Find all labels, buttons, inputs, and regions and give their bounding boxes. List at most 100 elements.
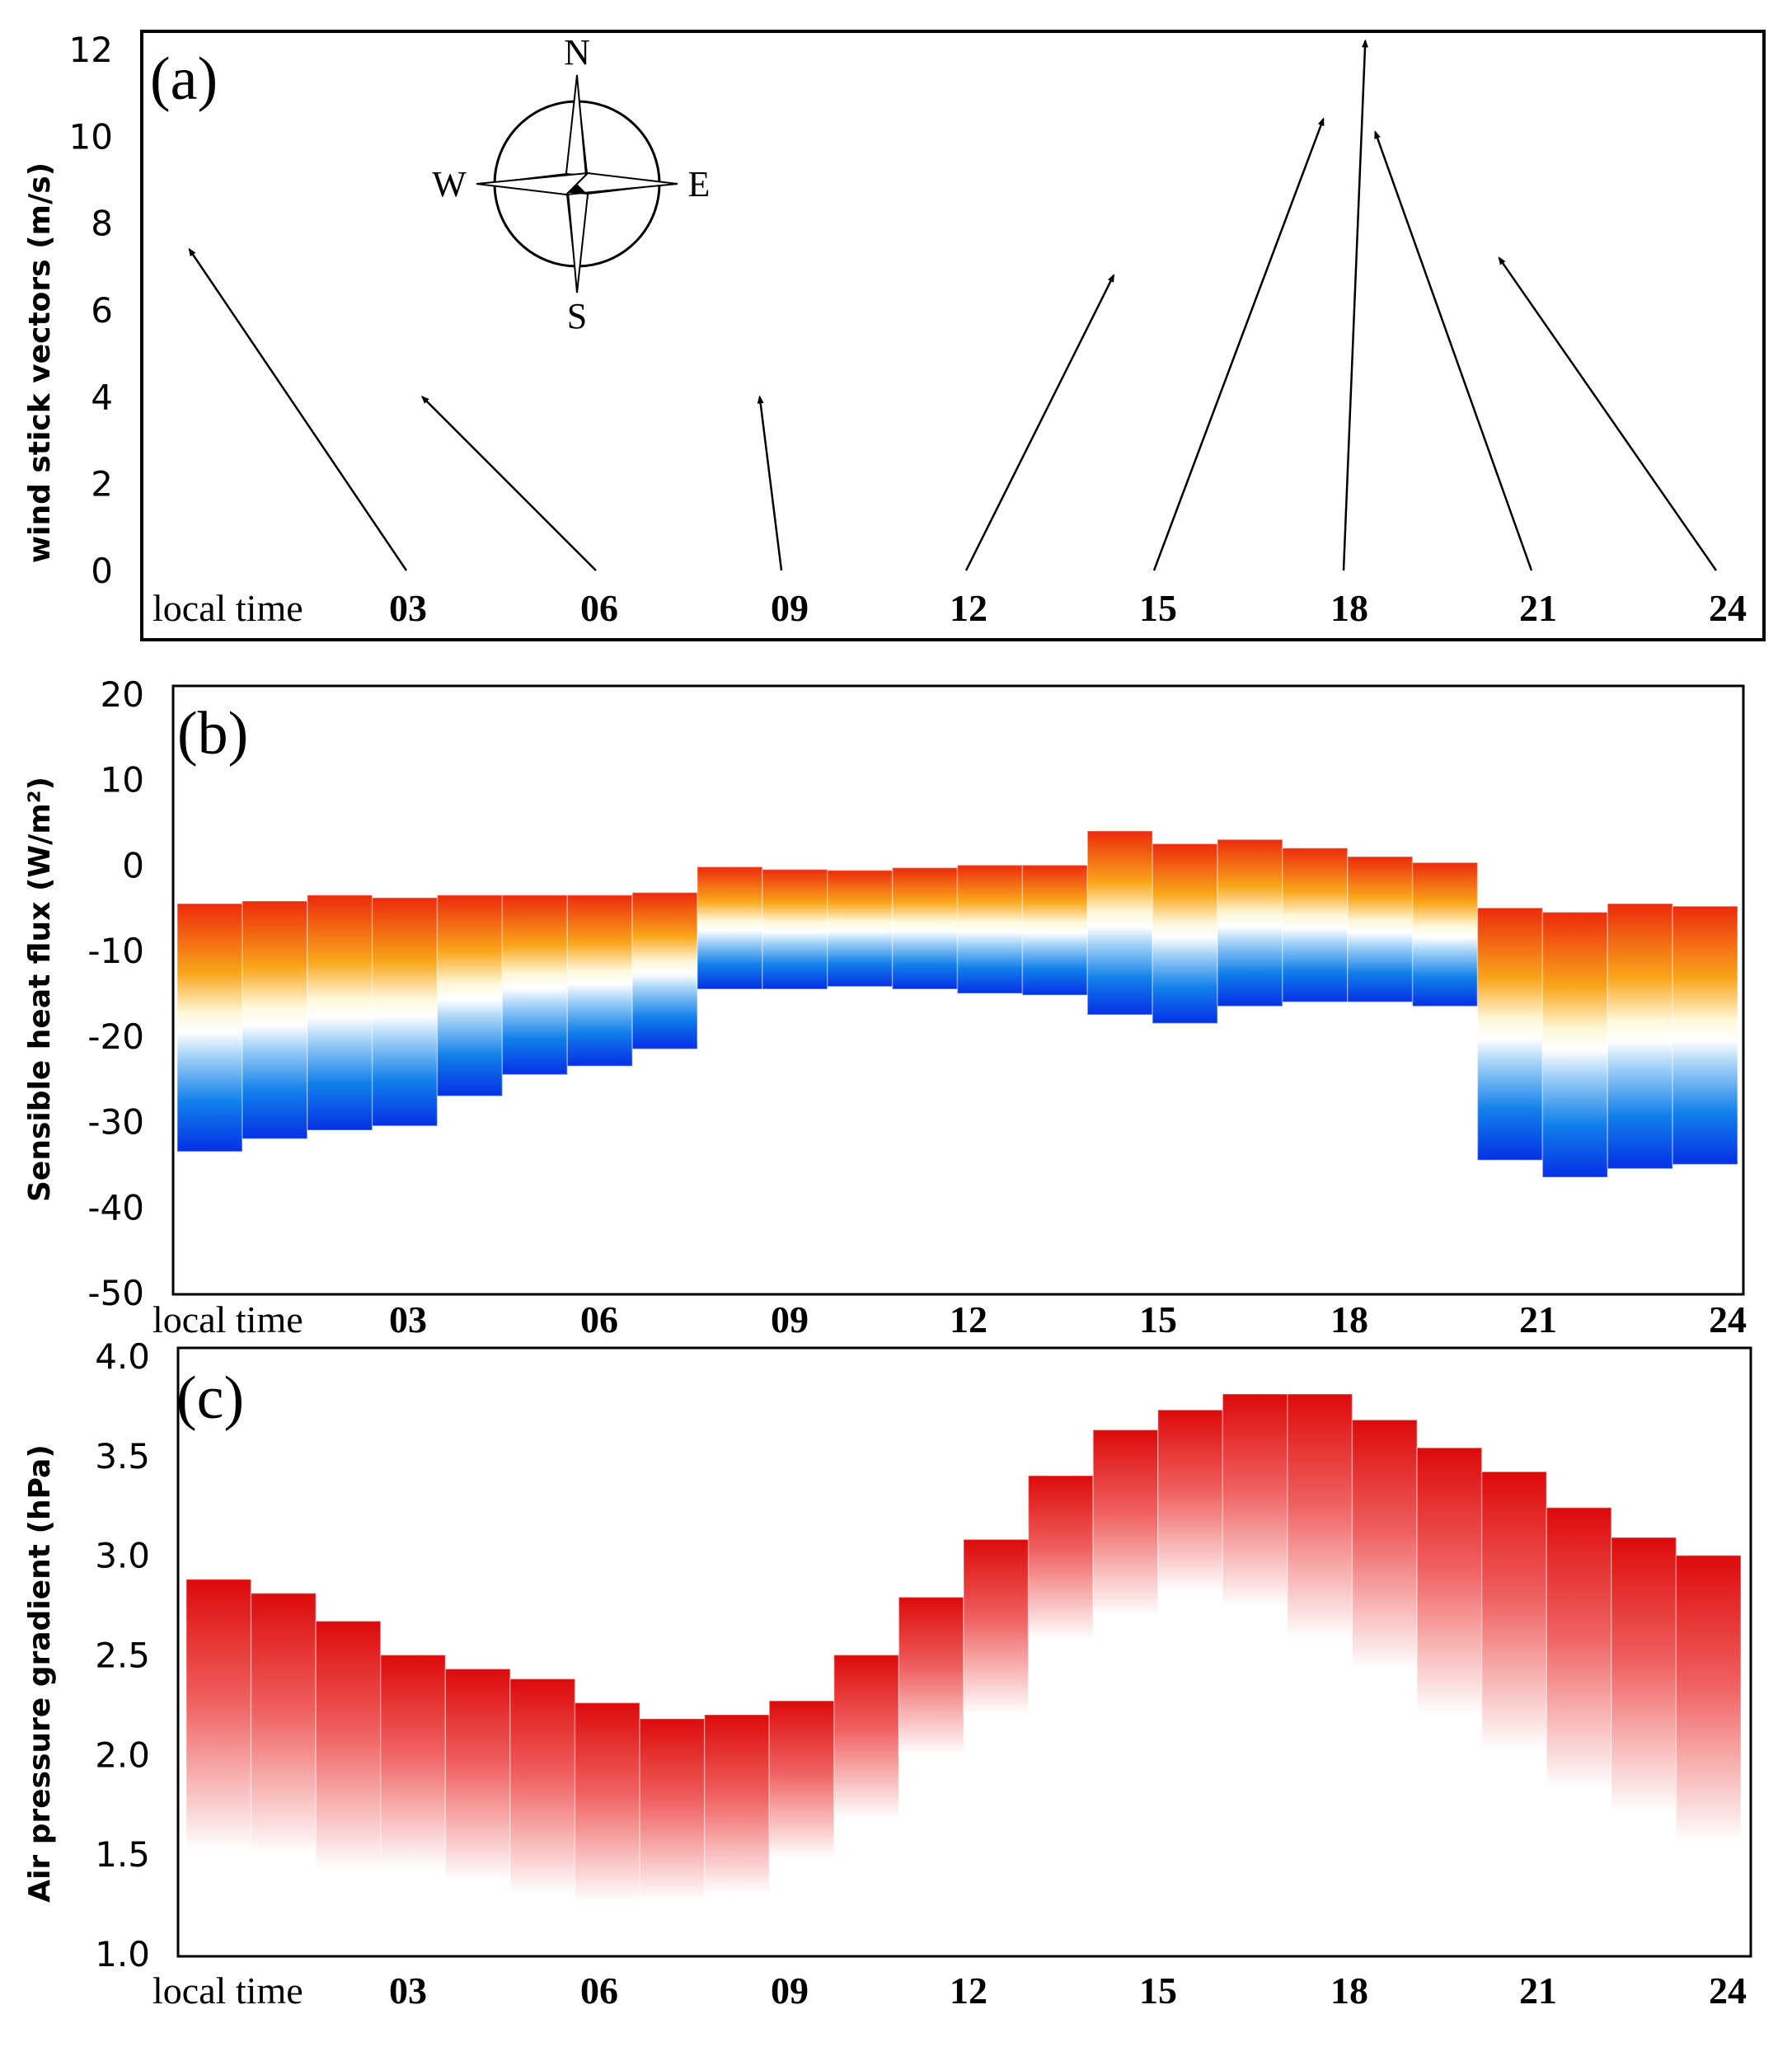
panel-b-bar-3 xyxy=(307,894,373,1131)
panel-b-bar-7 xyxy=(566,894,633,1067)
panel-b-ytick-6: -40 xyxy=(87,1187,144,1228)
panel-b-bar-17 xyxy=(1217,838,1283,1007)
panel-a-xtick-12: 12 xyxy=(950,587,987,629)
panel-b-xtick-06: 06 xyxy=(580,1298,618,1340)
panel-b-xlabel: local time xyxy=(152,1298,303,1340)
panel-b-bar-9 xyxy=(697,866,763,990)
panel-b-bar-14 xyxy=(1021,864,1088,996)
compass-south: S xyxy=(567,296,587,336)
wind-vector-15 xyxy=(1152,117,1325,571)
panel-b-xtick-03: 03 xyxy=(389,1298,427,1340)
panel-a-ytick-4: 8 xyxy=(91,204,113,244)
wind-vector-18 xyxy=(1342,39,1369,571)
panel-a-ytick-2: 4 xyxy=(91,377,113,417)
panel-c-xtick-03: 03 xyxy=(389,1970,427,2012)
panel-a-frame xyxy=(140,30,1766,641)
panel-c-bar-16 xyxy=(1157,1409,1224,1592)
panel-b-bar-16 xyxy=(1152,843,1218,1025)
panel-c-bar-7 xyxy=(574,1702,640,1903)
panel-c-bar-3 xyxy=(315,1620,382,1871)
panel-c-xlabel: local time xyxy=(152,1970,303,2012)
panel-b-bar-22 xyxy=(1541,911,1608,1178)
panel-b-xtick-18: 18 xyxy=(1330,1298,1368,1340)
compass-rose-icon: N E S W xyxy=(432,32,710,336)
panel-b-ytick-3: -10 xyxy=(87,931,144,971)
panel-a-label: (a) xyxy=(150,45,218,113)
panel-a-xtick-21: 21 xyxy=(1519,587,1557,629)
compass-west: W xyxy=(432,164,467,204)
panel-b-ytick-1: 10 xyxy=(101,760,144,800)
panel-b-bar-1 xyxy=(176,903,243,1153)
panel-b-bar-12 xyxy=(891,866,959,990)
panel-b-bar-19 xyxy=(1347,856,1414,1003)
panel-b-bar-8 xyxy=(631,891,698,1050)
panel-c-ytick-2: 3.0 xyxy=(95,1536,150,1576)
panel-c-bar-19 xyxy=(1351,1419,1418,1670)
panel-b-bar-18 xyxy=(1282,847,1349,1003)
panel-c-ylabel: Air pressure gradient (hPa) xyxy=(23,1444,57,1903)
panel-c-bar-22 xyxy=(1546,1506,1612,1790)
panel-c-xtick-21: 21 xyxy=(1519,1970,1557,2012)
panel-b-bar-15 xyxy=(1086,830,1153,1016)
panel-b-bar-24 xyxy=(1672,905,1738,1166)
panel-c-label: (c) xyxy=(176,1364,244,1432)
panel-c-bar-20 xyxy=(1416,1447,1483,1716)
wind-vector-03 xyxy=(188,247,408,571)
panel-a-ytick-0: 0 xyxy=(91,551,113,591)
wind-vector-06 xyxy=(420,395,597,571)
panel-c-ytick-4: 2.0 xyxy=(95,1735,150,1775)
panel-b: (b) Sensible heat flux (W/m²) local time… xyxy=(23,674,1747,1340)
panel-b-bar-20 xyxy=(1411,862,1479,1007)
panel-c-bar-2 xyxy=(250,1592,317,1855)
panel-b-ytick-0: 20 xyxy=(101,674,144,715)
panel-c-xtick-15: 15 xyxy=(1139,1970,1177,2012)
panel-c-xtick-18: 18 xyxy=(1330,1970,1368,2012)
panel-a-xtick-18: 18 xyxy=(1330,587,1368,629)
panel-c-bar-1 xyxy=(185,1578,252,1852)
panel-b-xtick-24: 24 xyxy=(1709,1298,1747,1340)
panel-b-bar-5 xyxy=(436,894,504,1097)
panel-c-xtick-06: 06 xyxy=(580,1970,618,2012)
panel-b-frame xyxy=(171,684,1745,1296)
panel-c-ytick-1: 3.5 xyxy=(95,1436,150,1477)
panel-c-bar-14 xyxy=(1027,1475,1094,1640)
panel-a-xtick-03: 03 xyxy=(389,587,427,629)
compass-east: E xyxy=(688,164,711,204)
compass-north: N xyxy=(564,32,590,73)
panel-c-bar-11 xyxy=(833,1654,900,1819)
wind-vector-21 xyxy=(1374,130,1533,571)
panel-c-frame xyxy=(176,1346,1752,1958)
panel-a: (a) wind stick vectors (m/s) local time … xyxy=(23,30,1766,641)
panel-c-bar-15 xyxy=(1092,1429,1159,1616)
panel-a-ytick-5: 10 xyxy=(69,116,113,157)
panel-b-label: (b) xyxy=(177,700,248,768)
panel-b-bar-13 xyxy=(956,864,1024,994)
panel-c-xtick-24: 24 xyxy=(1709,1970,1747,2012)
panel-b-bar-4 xyxy=(371,897,439,1127)
panel-a-xtick-15: 15 xyxy=(1139,587,1177,629)
panel-b-ylabel: Sensible heat flux (W/m²) xyxy=(23,777,57,1202)
panel-b-bar-21 xyxy=(1476,907,1544,1161)
panel-c-bar-24 xyxy=(1675,1554,1742,1843)
panel-a-ylabel: wind stick vectors (m/s) xyxy=(23,162,57,563)
panel-c-bar-13 xyxy=(963,1538,1030,1716)
panel-b-bar-10 xyxy=(762,868,828,990)
panel-c-ytick-3: 2.5 xyxy=(95,1636,150,1676)
panel-c-xtick-09: 09 xyxy=(771,1970,809,2012)
wind-vector-24 xyxy=(1498,256,1718,571)
panel-b-xtick-12: 12 xyxy=(950,1298,987,1340)
panel-c-bar-5 xyxy=(444,1668,511,1881)
panel-b-bar-11 xyxy=(827,869,894,988)
wind-vector-12 xyxy=(964,274,1115,571)
panel-c-bar-18 xyxy=(1287,1393,1353,1640)
panel-a-xlabel: local time xyxy=(152,587,303,629)
wind-vector-09 xyxy=(757,395,783,571)
panel-c-ytick-0: 4.0 xyxy=(95,1336,150,1377)
panel-c-bar-21 xyxy=(1480,1471,1547,1752)
panel-c-ytick-5: 1.5 xyxy=(95,1834,150,1875)
panel-c-ytick-6: 1.0 xyxy=(95,1934,150,1974)
panel-a-ytick-6: 12 xyxy=(69,30,113,70)
panel-a-ytick-3: 6 xyxy=(91,290,113,331)
panel-c-bar-4 xyxy=(380,1654,447,1869)
